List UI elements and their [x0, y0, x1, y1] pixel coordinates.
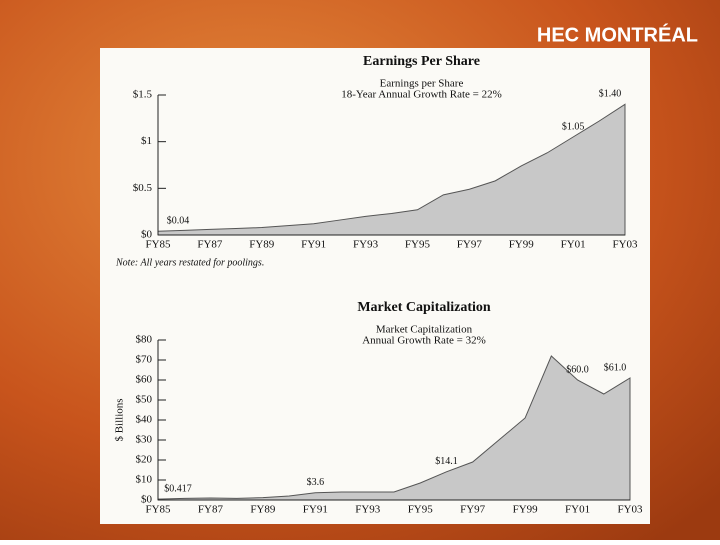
- x-tick-label: FY85: [145, 239, 171, 251]
- y-tick-label: $0: [141, 494, 153, 506]
- y-tick-label: $1: [141, 135, 152, 147]
- y-tick-label: $10: [136, 474, 153, 486]
- data-label: $3.6: [307, 477, 325, 488]
- y-tick-label: $80: [136, 334, 153, 346]
- logo: HEC MONTRÉAL: [537, 23, 698, 46]
- data-label: $61.0: [604, 362, 627, 373]
- x-tick-label: FY03: [617, 504, 643, 516]
- x-tick-label: FY95: [405, 239, 431, 251]
- area: [157, 103, 626, 236]
- y-tick-label: $1.5: [133, 89, 153, 101]
- x-tick-label: FY91: [301, 239, 326, 251]
- chart-subtitle: Annual Growth Rate = 32%: [362, 335, 486, 347]
- chart-title: Earnings Per Share: [363, 54, 480, 69]
- x-tick-label: FY01: [561, 239, 586, 251]
- note: Note: All years restated for poolings.: [115, 257, 264, 268]
- x-tick-label: FY97: [457, 239, 483, 251]
- x-tick-label: FY99: [513, 504, 539, 516]
- x-tick-label: FY89: [249, 239, 275, 251]
- chart-title: Market Capitalization: [357, 300, 491, 315]
- x-tick-label: FY99: [509, 239, 535, 251]
- x-tick-label: FY97: [460, 504, 486, 516]
- y-tick-label: $0.5: [133, 182, 153, 194]
- x-tick-label: FY95: [408, 504, 434, 516]
- y-tick-label: $40: [136, 414, 153, 426]
- data-label: $14.1: [435, 456, 458, 467]
- y-axis-label: $ Billions: [114, 398, 126, 441]
- data-label: $0.417: [164, 483, 192, 494]
- x-tick-label: FY93: [355, 504, 381, 516]
- data-label: $1.05: [562, 121, 585, 132]
- x-tick-label: FY87: [198, 504, 224, 516]
- y-tick-label: $60: [136, 374, 153, 386]
- y-tick-label: $30: [136, 434, 153, 446]
- y-tick-label: $70: [136, 354, 153, 366]
- x-tick-label: FY93: [353, 239, 379, 251]
- data-label: $0.04: [167, 216, 190, 227]
- data-label: $60.0: [566, 364, 589, 375]
- chart-subtitle: Market Capitalization: [376, 324, 473, 336]
- chart-subtitle: Earnings per Share: [380, 78, 464, 90]
- data-label: $1.40: [599, 89, 622, 100]
- x-tick-label: FY89: [250, 504, 276, 516]
- area: [157, 355, 631, 501]
- y-tick-label: $20: [136, 454, 153, 466]
- y-tick-label: $50: [136, 394, 153, 406]
- chart-subtitle: 18-Year Annual Growth Rate = 22%: [341, 89, 502, 101]
- x-tick-label: FY91: [303, 504, 328, 516]
- y-tick-label: $0: [141, 229, 153, 241]
- x-tick-label: FY01: [565, 504, 590, 516]
- x-tick-label: FY03: [612, 239, 638, 251]
- x-tick-label: FY87: [197, 239, 223, 251]
- x-tick-label: FY85: [145, 504, 171, 516]
